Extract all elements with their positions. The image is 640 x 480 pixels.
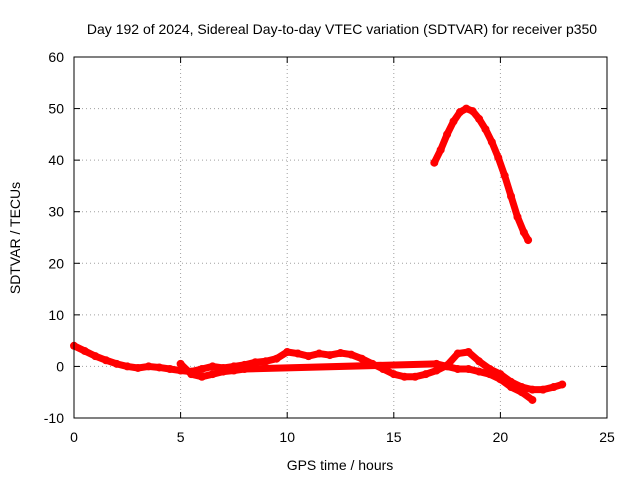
data-point [485, 370, 494, 379]
data-point [475, 357, 484, 366]
data-point [487, 138, 496, 147]
data-point [357, 354, 366, 363]
data-point [468, 107, 477, 116]
series-3 [430, 104, 533, 245]
x-tick-label: 20 [493, 429, 509, 445]
data-point [421, 370, 430, 379]
x-tick-label: 25 [599, 429, 615, 445]
series-2 [176, 359, 537, 404]
data-point [464, 347, 473, 356]
x-tick-label: 10 [279, 429, 295, 445]
data-point [123, 362, 132, 371]
data-point [462, 104, 471, 113]
data-point [436, 145, 445, 154]
y-tick-label: 10 [48, 307, 64, 323]
data-point [481, 125, 490, 134]
data-point [251, 358, 260, 367]
data-point [494, 153, 503, 162]
x-tick-label: 0 [70, 429, 78, 445]
data-point [197, 365, 206, 374]
data-point [101, 356, 110, 365]
data-point [519, 228, 528, 237]
data-point [400, 372, 409, 381]
data-point [517, 388, 526, 397]
y-tick-label: 40 [48, 152, 64, 168]
y-tick-label: -10 [44, 410, 64, 426]
plot-frame [73, 56, 608, 419]
data-point [144, 362, 153, 371]
data-point [229, 366, 238, 375]
data-point [524, 236, 533, 245]
data-point [507, 383, 516, 392]
data-point [464, 365, 473, 374]
data-point [528, 395, 537, 404]
ticks: 0 5 10 15 20 25 -10 0 10 20 30 40 50 60 [44, 49, 615, 445]
data-layer [70, 104, 567, 404]
data-point [336, 349, 345, 358]
data-point [176, 359, 185, 368]
data-point [208, 362, 217, 371]
x-tick-label: 15 [386, 429, 402, 445]
data-point [475, 114, 484, 123]
y-tick-label: 30 [48, 204, 64, 220]
data-point [507, 192, 516, 201]
data-point [453, 365, 462, 374]
data-point [528, 385, 537, 394]
y-tick-label: 0 [56, 358, 64, 374]
data-point [389, 370, 398, 379]
y-axis-label: SDTVAR / TECUs [7, 182, 23, 294]
data-point [539, 385, 548, 394]
data-point [187, 370, 196, 379]
data-point [80, 346, 89, 355]
data-point [91, 352, 100, 361]
data-point [315, 349, 324, 358]
series-segment [241, 360, 440, 373]
data-point [432, 366, 441, 375]
data-point [112, 359, 121, 368]
data-point [475, 367, 484, 376]
data-point [347, 350, 356, 359]
x-tick-label: 5 [177, 429, 185, 445]
data-point [293, 349, 302, 358]
data-point [411, 372, 420, 381]
data-point [432, 359, 441, 368]
data-point [325, 351, 334, 360]
data-point [208, 370, 217, 379]
series-1 [70, 341, 567, 394]
data-point [500, 171, 509, 180]
data-point [133, 363, 142, 372]
data-point [449, 117, 458, 126]
data-point [455, 108, 464, 117]
data-point [283, 347, 292, 356]
data-point [513, 212, 522, 221]
data-point [272, 354, 281, 363]
data-point [165, 365, 174, 374]
data-point [304, 352, 313, 361]
data-point [261, 357, 270, 366]
data-point [197, 372, 206, 381]
data-point [549, 383, 558, 392]
data-point [219, 367, 228, 376]
data-point [443, 362, 452, 371]
data-point [430, 158, 439, 167]
data-point [443, 130, 452, 139]
data-point [558, 380, 567, 389]
data-point [453, 349, 462, 358]
data-point [155, 363, 164, 372]
y-tick-label: 50 [48, 101, 64, 117]
y-tick-label: 60 [48, 49, 64, 65]
y-tick-label: 20 [48, 255, 64, 271]
x-axis-label: GPS time / hours [287, 457, 394, 473]
chart-title: Day 192 of 2024, Sidereal Day-to-day VTE… [87, 21, 597, 37]
data-point [496, 375, 505, 384]
data-point [240, 365, 249, 374]
